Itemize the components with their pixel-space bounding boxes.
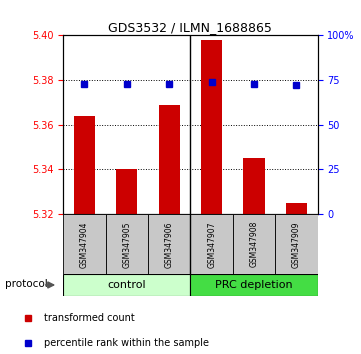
Text: transformed count: transformed count (44, 313, 135, 323)
Text: GSM347908: GSM347908 (249, 221, 258, 268)
Bar (116, 170, 138, 214)
Bar (74, 116, 95, 214)
Bar (105, 214, 148, 274)
Bar (243, 158, 265, 214)
Text: GSM347904: GSM347904 (80, 221, 89, 268)
Text: GSM347907: GSM347907 (207, 221, 216, 268)
Text: GSM347906: GSM347906 (165, 221, 174, 268)
Text: GSM347909: GSM347909 (292, 221, 301, 268)
Bar (63, 214, 105, 274)
Text: PRC depletion: PRC depletion (215, 280, 293, 290)
Bar (275, 214, 318, 274)
Text: protocol: protocol (5, 279, 48, 289)
Bar (148, 214, 191, 274)
Text: GSM347905: GSM347905 (122, 221, 131, 268)
Bar (233, 214, 275, 274)
Bar (63, 274, 191, 296)
Bar (286, 203, 307, 214)
Title: GDS3532 / ILMN_1688865: GDS3532 / ILMN_1688865 (109, 21, 272, 34)
Bar (191, 214, 233, 274)
Text: percentile rank within the sample: percentile rank within the sample (44, 338, 209, 348)
Bar (158, 105, 180, 214)
Bar (201, 40, 222, 214)
Bar (191, 274, 318, 296)
Text: control: control (108, 280, 146, 290)
